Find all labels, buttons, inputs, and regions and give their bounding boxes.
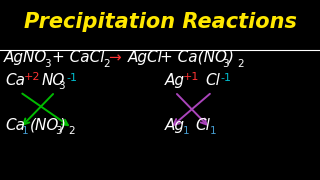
Text: + CaCl: + CaCl [52,50,105,65]
Text: 2: 2 [68,126,75,136]
Text: + Ca(NO: + Ca(NO [160,50,227,65]
Text: +2: +2 [24,72,41,82]
Text: 3: 3 [44,59,51,69]
Text: 2: 2 [103,59,110,69]
Text: Cl: Cl [205,73,220,88]
Text: -1: -1 [66,73,77,83]
Text: 3: 3 [222,59,228,69]
Text: (NO: (NO [30,118,60,133]
Text: Ag: Ag [165,73,185,88]
Text: 3: 3 [58,81,65,91]
Text: Ca: Ca [5,118,25,133]
Text: +1: +1 [183,72,199,82]
Text: NO: NO [42,73,65,88]
Text: Precipitation Reactions: Precipitation Reactions [24,12,296,32]
Text: 1: 1 [183,126,190,136]
Text: ): ) [60,118,66,133]
Text: Ca: Ca [5,73,25,88]
Text: Ag: Ag [165,118,185,133]
Text: Cl: Cl [195,118,210,133]
Text: -1: -1 [220,73,231,83]
Text: AgCl: AgCl [128,50,163,65]
Text: AgNO: AgNO [4,50,47,65]
Text: 3: 3 [55,126,62,136]
Text: 2: 2 [237,59,244,69]
Text: ): ) [228,50,234,65]
Text: →: → [108,50,121,65]
Text: 1: 1 [22,126,28,136]
Text: 1: 1 [210,126,217,136]
